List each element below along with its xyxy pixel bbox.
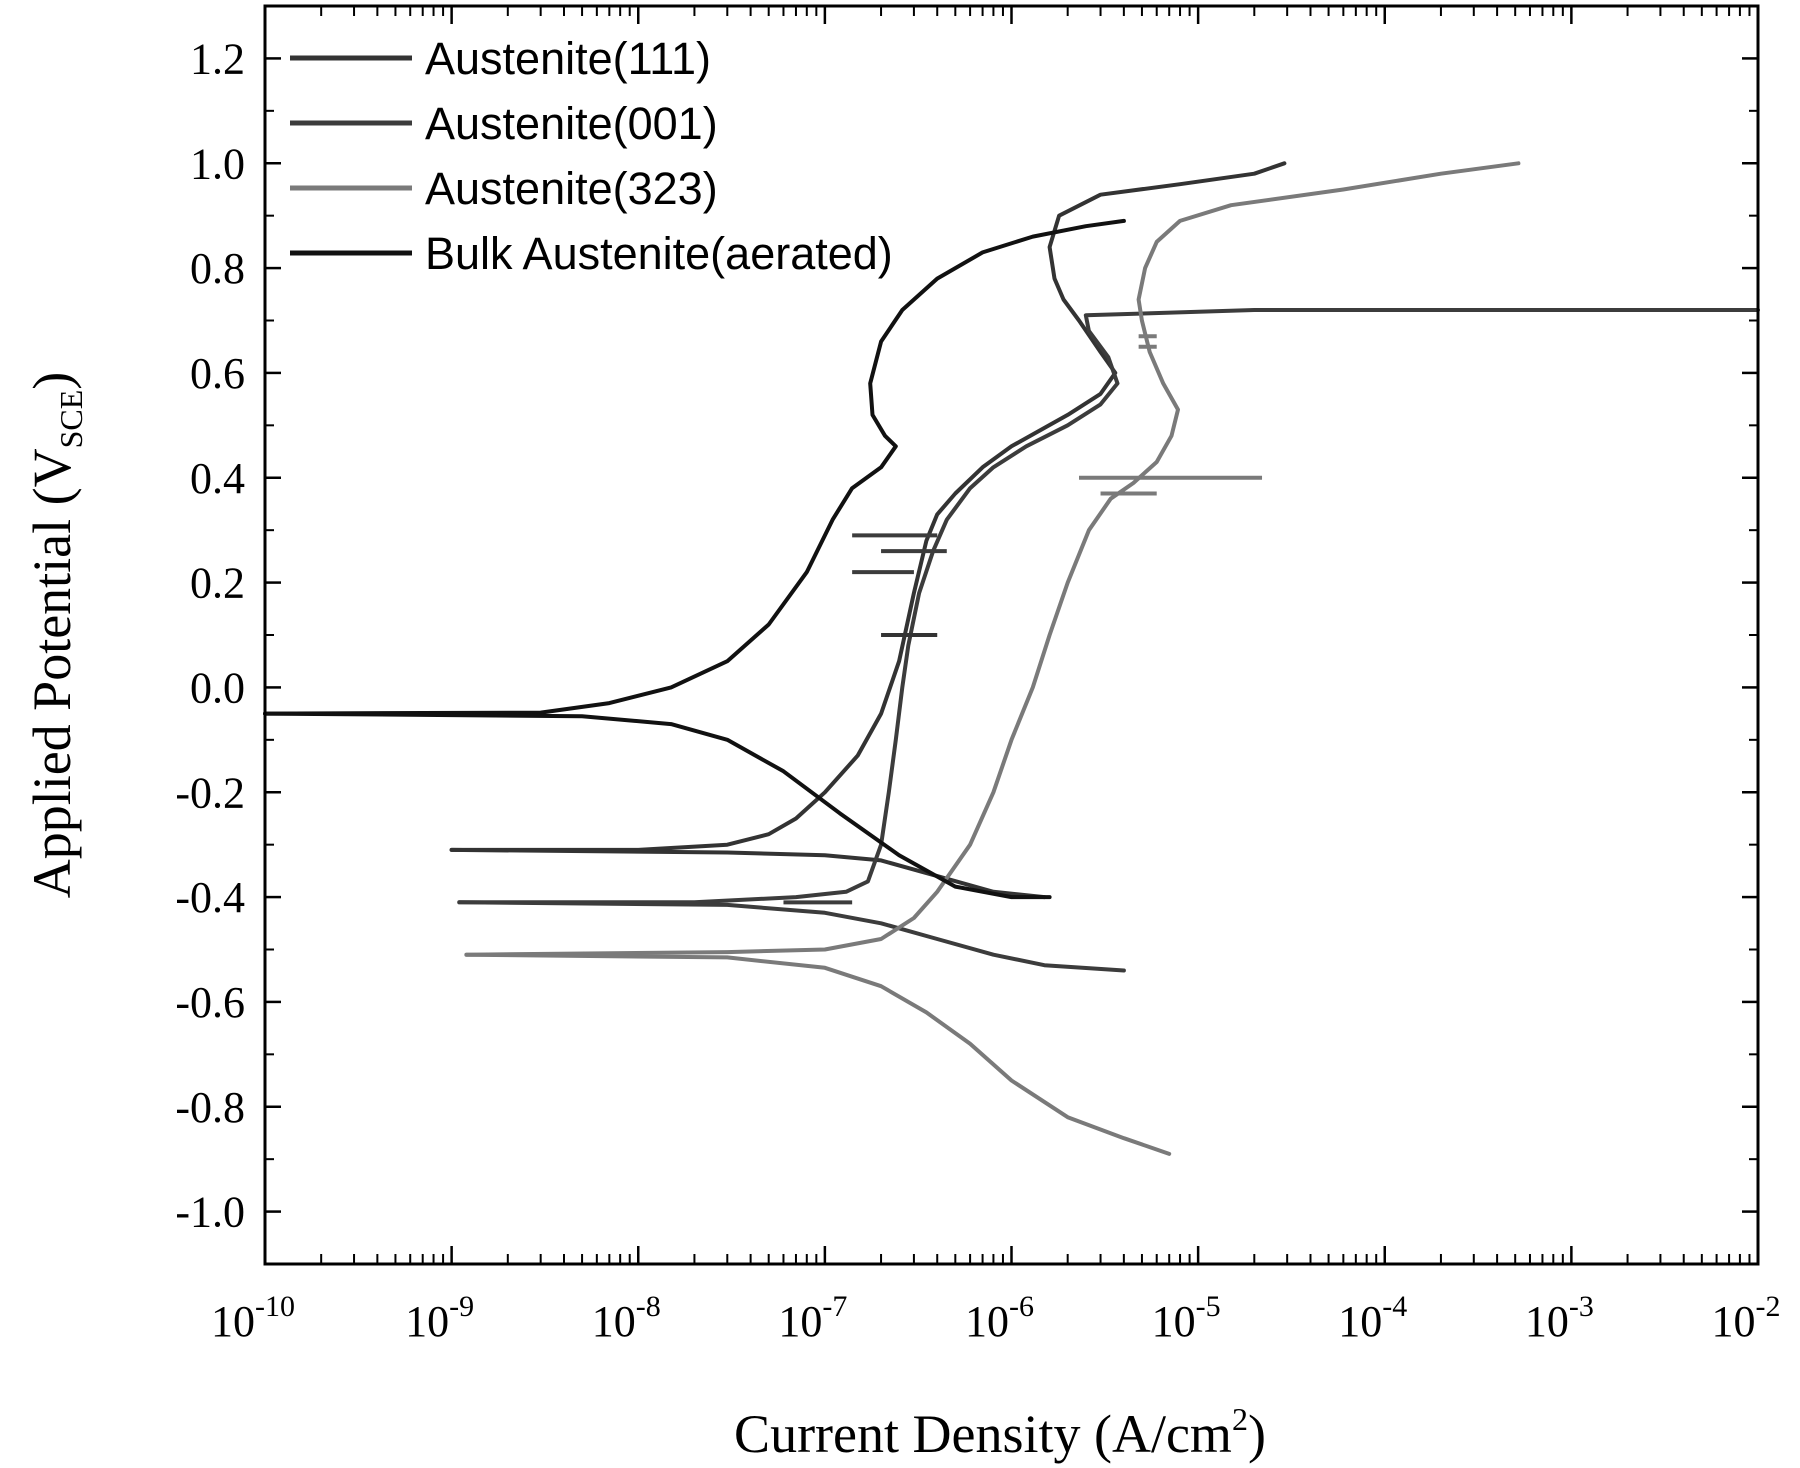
- x-tick-label-exponent: -3: [1569, 1290, 1594, 1323]
- x-tick-label-base: 10: [778, 1297, 822, 1346]
- legend: Austenite(111) Austenite(001) Austenite(32…: [290, 33, 893, 279]
- y-tick-label: -0.4: [175, 873, 245, 922]
- x-tick-label: 10-5: [1152, 1290, 1221, 1346]
- y-axis-title: Applied Potential (VSCE): [22, 372, 89, 899]
- x-tick-label-base: 10: [211, 1297, 255, 1346]
- series-line-5: [464, 952, 1172, 1156]
- x-tick-label-exponent: -6: [1009, 1290, 1034, 1323]
- x-tick-label-exponent: -4: [1382, 1290, 1407, 1323]
- y-tick-label: 0.6: [190, 349, 245, 398]
- x-tick-label: 10-3: [1525, 1290, 1594, 1346]
- series-line-7: [263, 711, 1052, 900]
- x-tick-label: 10-8: [592, 1290, 661, 1346]
- x-tick-label: 10-10: [211, 1290, 295, 1346]
- tick-layer: 1.2 1.0 0.8 0.6 0.4 0.2 0.0 -0.2 -0.4 -0.6 -0.8 -1.…: [175, 5, 1781, 1346]
- x-tick-label: 10-7: [778, 1290, 847, 1346]
- series-line-1: [449, 847, 1047, 900]
- x-tick-label-base: 10: [965, 1297, 1009, 1346]
- y-axis-title-end: ): [22, 372, 82, 390]
- y-tick-label: -0.2: [175, 768, 245, 817]
- legend-label-1: Austenite(001): [425, 98, 718, 149]
- x-tick-label: 10-9: [405, 1290, 474, 1346]
- x-tick-label: 10-6: [965, 1290, 1034, 1346]
- series-line-4: [464, 161, 1521, 957]
- x-tick-label-exponent: -10: [255, 1290, 295, 1323]
- y-tick-label: 0.8: [190, 244, 245, 293]
- y-tick-label: 0.4: [190, 454, 245, 503]
- x-tick-label-base: 10: [405, 1297, 449, 1346]
- y-tick-label: -1.0: [175, 1188, 245, 1237]
- legend-label-3: Bulk Austenite(aerated): [425, 228, 893, 279]
- x-tick-label-exponent: -2: [1756, 1290, 1781, 1323]
- x-axis-title-sup: 2: [1232, 1401, 1248, 1437]
- x-tick-label-base: 10: [1338, 1297, 1382, 1346]
- plot-frame: [263, 4, 1760, 1266]
- series-line-3: [457, 900, 1126, 973]
- x-tick-label: 10-4: [1338, 1290, 1407, 1346]
- y-axis-title-text: Applied Potential (V: [22, 448, 82, 898]
- y-tick-label: 0.2: [190, 559, 245, 608]
- legend-label-0: Austenite(111): [425, 33, 711, 84]
- x-tick-label-base: 10: [1152, 1297, 1196, 1346]
- x-axis-title: Current Density (A/cm2): [734, 1401, 1266, 1464]
- legend-label-2: Austenite(323): [425, 163, 718, 214]
- x-tick-label-exponent: -5: [1196, 1290, 1221, 1323]
- y-tick-label: -0.6: [175, 978, 245, 1027]
- series-line-6: [263, 218, 1126, 716]
- series-layer: [263, 161, 1760, 1156]
- x-tick-label-exponent: -9: [449, 1290, 474, 1323]
- x-tick-label-exponent: -8: [636, 1290, 661, 1323]
- x-tick-label-base: 10: [1525, 1297, 1569, 1346]
- y-tick-label: -0.8: [175, 1083, 245, 1132]
- series-line-2: [457, 308, 1760, 905]
- y-tick-label: 0.0: [190, 663, 245, 712]
- x-tick-label-exponent: -7: [822, 1290, 847, 1323]
- x-axis-title-text: Current Density (A/cm: [734, 1404, 1232, 1464]
- y-tick-label: 1.0: [190, 139, 245, 188]
- y-tick-label: 1.2: [190, 34, 245, 83]
- x-tick-label-base: 10: [1712, 1297, 1756, 1346]
- x-axis-title-end: ): [1248, 1404, 1266, 1464]
- y-axis-title-sub: SCE: [53, 390, 89, 449]
- x-tick-label-base: 10: [592, 1297, 636, 1346]
- x-tick-label: 10-2: [1712, 1290, 1781, 1346]
